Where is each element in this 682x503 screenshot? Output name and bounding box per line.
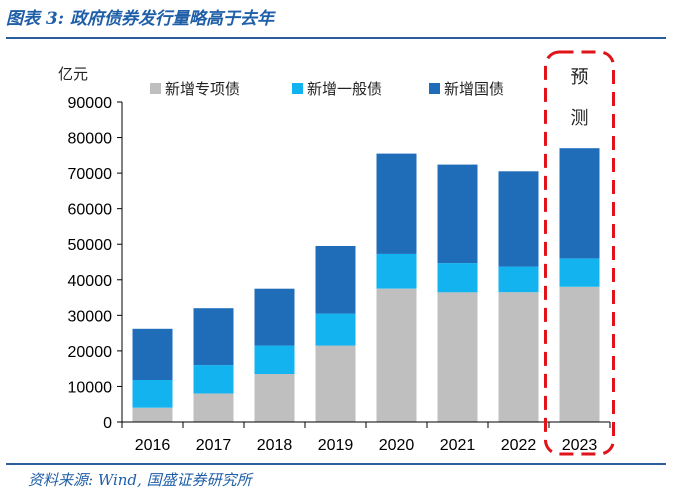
- x-tick-label: 2016: [135, 437, 171, 454]
- legend-label: 新增专项债: [165, 80, 240, 98]
- bar-2018-series-1: [254, 345, 295, 374]
- x-tick-label: 2023: [562, 437, 598, 454]
- y-axis-unit: 亿元: [58, 65, 88, 83]
- bar-2021-series-2: [437, 164, 478, 264]
- title-rule: [6, 37, 666, 39]
- y-tick-label: 60000: [68, 202, 113, 219]
- bar-2018-series-2: [254, 288, 295, 346]
- bar-2019-series-2: [315, 246, 356, 314]
- bar-2020-series-0: [376, 288, 417, 422]
- x-tick-label: 2021: [440, 437, 476, 454]
- legend-swatch: [150, 83, 161, 94]
- bar-2016-series-2: [132, 328, 173, 380]
- bar-2019-series-1: [315, 313, 356, 346]
- bar-2023-series-0: [559, 286, 600, 422]
- bar-2017-series-0: [193, 393, 234, 422]
- legend-swatch: [429, 83, 440, 94]
- bar-2022-series-0: [498, 292, 539, 422]
- bar-2023-series-2: [559, 148, 600, 259]
- x-tick-label: 2017: [196, 437, 232, 454]
- bar-2021-series-0: [437, 292, 478, 422]
- y-tick-label: 40000: [68, 273, 113, 290]
- y-tick-label: 50000: [68, 237, 113, 254]
- bar-2017-series-1: [193, 365, 234, 394]
- x-tick-label: 2020: [379, 437, 415, 454]
- forecast-label-1: 预: [571, 67, 589, 88]
- bar-2019-series-0: [315, 345, 356, 422]
- bar-2016-series-0: [132, 407, 173, 422]
- legend-label: 新增国债: [444, 80, 504, 98]
- bar-2022-series-2: [498, 171, 539, 267]
- forecast-box: [544, 50, 615, 456]
- bar-2016-series-1: [132, 380, 173, 408]
- chart-title: 图表 3: 政府债券发行量略高于去年: [6, 9, 274, 29]
- x-tick-label: 2018: [257, 437, 293, 454]
- x-tick-label: 2022: [501, 437, 537, 454]
- y-tick-label: 20000: [68, 344, 113, 361]
- y-axis: 0 10000 20000 30000 40000 50000 60000 70000 8000…: [68, 95, 123, 432]
- legend-label: 新增一般债: [307, 80, 382, 98]
- y-tick-label: 30000: [68, 308, 113, 325]
- y-tick-label: 80000: [68, 131, 113, 148]
- forecast-annotation: 预测: [544, 50, 615, 456]
- x-axis: 2016 2017 2018 2019 2020 2021 2022 2023: [121, 421, 611, 454]
- bar-2017-series-2: [193, 308, 234, 366]
- y-tick-label: 70000: [68, 166, 113, 183]
- y-tick-label: 90000: [68, 95, 113, 112]
- y-tick-label: 10000: [68, 379, 113, 396]
- bar-2018-series-0: [254, 374, 295, 422]
- legend: 新增专项债 新增一般债 新增国债: [150, 80, 504, 98]
- bar-2020-series-1: [376, 253, 417, 289]
- y-tick-label: 0: [103, 415, 112, 432]
- footer-rule: [6, 463, 666, 465]
- legend-swatch: [292, 83, 303, 94]
- source-note: 资料来源: Wind, 国盛证券研究所: [28, 471, 252, 489]
- bar-2023-series-1: [559, 258, 600, 287]
- x-tick-label: 2019: [318, 437, 354, 454]
- bars: [132, 148, 600, 422]
- forecast-label-2: 测: [571, 108, 589, 129]
- bar-2022-series-1: [498, 266, 539, 293]
- bar-2021-series-1: [437, 263, 478, 293]
- bar-2020-series-2: [376, 153, 417, 254]
